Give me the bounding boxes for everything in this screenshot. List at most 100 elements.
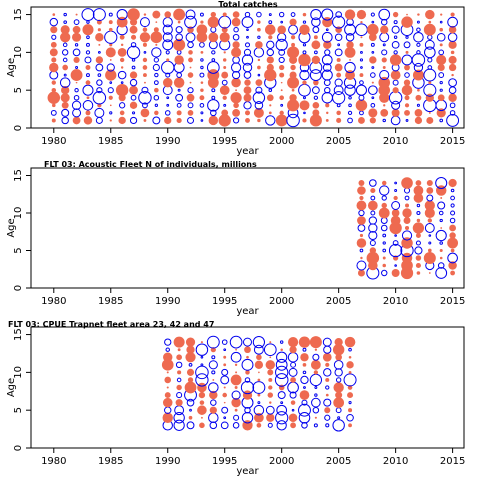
bubble-positive — [253, 107, 264, 118]
bubble-positive — [437, 94, 445, 102]
bubble-positive — [277, 25, 286, 34]
panel-1: Total catches 1980 1985 1990 1995 2000 2005 201… — [6, 0, 465, 157]
bubble-positive — [381, 57, 387, 63]
bubble-negative — [438, 210, 444, 216]
bubble-positive — [313, 79, 319, 86]
bubble-positive — [52, 103, 56, 108]
bubble-positive — [448, 93, 457, 102]
bubble-positive — [280, 89, 283, 92]
bubble-positive — [401, 259, 413, 272]
bubble-negative — [221, 368, 229, 376]
bubble-positive — [289, 94, 297, 102]
bubble-negative — [220, 375, 230, 385]
chart-title: FLT 03: CPUE Trapnet fleet area 23, 42 a… — [8, 320, 214, 329]
bubble-negative — [322, 63, 332, 72]
bubble-positive — [199, 422, 205, 429]
bubble-positive — [222, 95, 227, 100]
bubble-negative — [241, 358, 254, 371]
bubble-negative — [254, 101, 264, 110]
bubble-positive — [449, 224, 457, 232]
bubble-negative — [241, 54, 254, 66]
bubble-negative — [129, 116, 138, 125]
bubble-negative — [187, 41, 194, 49]
bubble-negative — [388, 91, 403, 105]
y-tick-label: 10 — [13, 46, 24, 59]
bubble-negative — [62, 42, 68, 48]
bubble-positive — [245, 117, 250, 123]
bubble-positive — [414, 109, 423, 117]
bubble-negative — [109, 81, 113, 84]
bubble-negative — [131, 65, 136, 70]
bubble-negative — [233, 26, 239, 33]
bubble-positive — [336, 72, 342, 78]
bubble-negative — [154, 103, 158, 107]
bubble-positive — [222, 58, 227, 62]
bubble-positive — [127, 8, 140, 21]
bubble-positive — [309, 336, 322, 349]
bubble-positive — [401, 252, 413, 264]
bubble-negative — [223, 348, 227, 352]
bubble-positive — [378, 76, 391, 89]
bubble-positive — [423, 251, 436, 265]
bubble-positive — [230, 92, 242, 104]
bubble-negative — [173, 419, 185, 431]
bubble-negative — [288, 24, 299, 35]
bubble-positive — [212, 379, 215, 381]
bubble-positive — [163, 352, 173, 362]
bubble-negative — [206, 335, 220, 349]
bubble-negative — [280, 401, 284, 405]
bubble-negative — [185, 32, 196, 43]
bubble-positive — [119, 57, 125, 63]
bubble-positive — [109, 59, 112, 61]
bubble-negative — [381, 49, 388, 56]
bubble-negative — [73, 19, 80, 26]
bubble-positive — [109, 43, 113, 47]
bubble-positive — [269, 401, 272, 404]
bubble-negative — [200, 119, 204, 122]
bubble-positive — [382, 66, 386, 69]
bubble-negative — [401, 230, 413, 241]
bubble-positive — [230, 374, 242, 386]
bubble-positive — [450, 12, 455, 17]
bubble-positive — [108, 27, 113, 32]
bubble-negative — [75, 66, 79, 69]
bubble-negative — [426, 194, 434, 202]
bubble-negative — [95, 63, 104, 72]
bubble-negative — [370, 102, 376, 108]
bubble-positive — [428, 20, 432, 24]
bubble-negative — [370, 210, 376, 216]
bubble-negative — [62, 57, 68, 63]
bubble-positive — [196, 31, 208, 43]
bubble-positive — [187, 110, 194, 116]
bubble-negative — [153, 95, 160, 101]
bubble-negative — [173, 412, 185, 424]
bubble-positive — [426, 116, 434, 124]
bubble-positive — [269, 104, 272, 107]
bubble-positive — [188, 415, 193, 420]
bubble-negative — [107, 87, 114, 94]
bubble-positive — [257, 58, 261, 62]
bubble-negative — [92, 91, 107, 105]
bubble-positive — [197, 405, 207, 415]
bubble-positive — [243, 86, 252, 95]
x-tick-label: 1990 — [155, 456, 180, 467]
bubble-negative — [95, 116, 103, 124]
bubble-negative — [416, 42, 421, 47]
bubble-positive — [258, 371, 260, 374]
bubble-positive — [348, 408, 353, 413]
bubble-positive — [47, 91, 61, 104]
x-tick-label: 1990 — [155, 136, 180, 147]
bubble-negative — [404, 72, 410, 78]
bubble-negative — [82, 84, 94, 96]
bubble-positive — [414, 116, 423, 125]
bubble-positive — [177, 370, 182, 375]
bubble-positive — [198, 391, 206, 399]
bubble-positive — [266, 56, 274, 64]
bubble-positive — [355, 99, 368, 112]
bubble-positive — [447, 237, 459, 249]
bubble-positive — [403, 79, 411, 86]
bubble-negative — [278, 56, 285, 64]
x-tick-label: 2000 — [269, 136, 294, 147]
bubble-negative — [355, 23, 368, 37]
